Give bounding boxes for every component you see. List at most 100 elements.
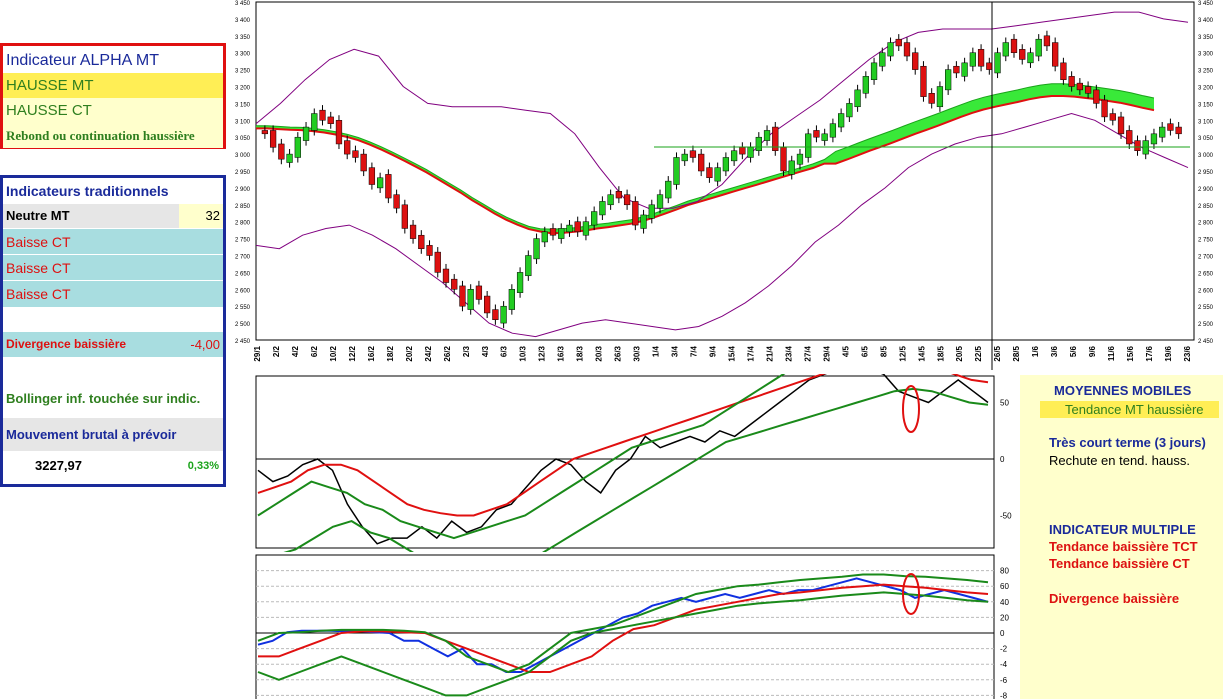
- candle-body: [838, 113, 845, 128]
- osc2-y-tick: 20: [1000, 613, 1009, 622]
- im-title: INDICATEUR MULTIPLE: [1049, 522, 1196, 537]
- mm-title: MOYENNES MOBILES: [1054, 383, 1192, 398]
- osc1-line: [257, 374, 989, 545]
- candle-body: [698, 153, 705, 172]
- price-y-tick-right: 3 300: [1198, 52, 1214, 58]
- price-y-tick-right: 2 750: [1198, 238, 1214, 244]
- price-x-tick: 12/5: [898, 345, 907, 361]
- candle-body: [681, 153, 688, 162]
- traditional-indicators-panel: Indicateurs traditionnels Neutre MT 32 B…: [0, 175, 226, 487]
- baisse-ct-3: Baisse CT: [3, 281, 223, 307]
- im-line-2: Tendance baissière CT: [1049, 556, 1190, 571]
- candle-body: [1035, 38, 1042, 57]
- price-x-tick: 21/4: [765, 345, 774, 361]
- candle-body: [862, 76, 869, 94]
- mouvement-text: Mouvement brutal à prévoir: [3, 418, 223, 451]
- price-x-tick: 23/6: [1183, 345, 1192, 361]
- price-y-tick-left: 2 850: [235, 204, 251, 210]
- im-divergence: Divergence baissière: [1049, 591, 1180, 606]
- osc2-y-tick: -4: [1000, 660, 1008, 669]
- price-y-tick-left: 2 900: [235, 187, 251, 193]
- price-y-tick-left: 3 100: [235, 119, 251, 125]
- price-x-tick: 30/3: [633, 345, 642, 361]
- candle-body: [714, 167, 721, 182]
- price-y-tick-left: 2 800: [235, 221, 251, 227]
- price-y-tick-left: 2 950: [235, 170, 251, 176]
- price-y-tick-left: 3 050: [235, 136, 251, 142]
- price-x-tick: 29/1: [253, 345, 262, 361]
- price-y-tick-right: 3 400: [1198, 18, 1214, 24]
- candle-body: [467, 289, 474, 310]
- candle-body: [1117, 116, 1125, 135]
- price-x-tick: 18/5: [936, 345, 945, 361]
- alpha-rebond: Rebond ou continuation haussière: [3, 123, 223, 148]
- price-x-tick: 1/4: [652, 345, 661, 357]
- bollinger-lower: [255, 112, 1189, 338]
- price-x-tick: 3/4: [671, 345, 680, 357]
- candle-body: [286, 153, 293, 163]
- price-x-tick: 15/6: [1126, 345, 1135, 361]
- price-x-tick: 17/4: [746, 345, 755, 361]
- commentary-panel: MOYENNES MOBILES Tendance MT haussière T…: [1020, 375, 1223, 699]
- candle-body: [599, 201, 606, 216]
- index-change: 0,33%: [187, 460, 219, 472]
- candle-body: [516, 272, 524, 293]
- candle-body: [870, 62, 878, 80]
- candle-body: [319, 109, 326, 121]
- candle-body: [788, 160, 795, 175]
- price-y-tick-left: 3 150: [235, 102, 251, 108]
- candle-body: [755, 136, 762, 151]
- price-y-tick-right: 3 150: [1198, 102, 1214, 108]
- candle-body: [607, 194, 614, 206]
- candle-body: [1019, 49, 1026, 60]
- osc2-marker-ellipse: [902, 573, 920, 615]
- price-y-tick-right: 2 450: [1198, 339, 1214, 345]
- candle-body: [747, 147, 754, 158]
- candle-body: [558, 228, 565, 239]
- candle-body: [1101, 99, 1108, 118]
- candle-body: [821, 133, 828, 141]
- price-x-tick: 6/2: [310, 345, 319, 357]
- price-x-tick: 15/4: [727, 345, 736, 361]
- candle-body: [335, 120, 343, 145]
- candle-body: [566, 224, 573, 233]
- candles: [261, 30, 1182, 329]
- bollinger-text: Bollinger inf. touchée sur indic.: [6, 391, 201, 406]
- candle-body: [484, 295, 491, 314]
- candle-body: [434, 251, 441, 273]
- price-x-tick: 6/3: [500, 345, 509, 357]
- candle-body: [1076, 82, 1083, 91]
- candle-body: [574, 221, 581, 233]
- candle-body: [772, 126, 779, 151]
- candle-body: [1068, 76, 1075, 87]
- price-x-tick: 3/6: [1050, 345, 1059, 357]
- price-y-tick-left: 2 650: [235, 271, 251, 277]
- price-x-tick: 10/2: [329, 345, 338, 361]
- candle-body: [475, 285, 483, 300]
- candle-body: [615, 191, 622, 199]
- price-x-tick: 4/3: [481, 345, 490, 357]
- alpha-title: Indicateur ALPHA MT: [6, 52, 159, 69]
- baisse-ct-2: Baisse CT: [3, 255, 223, 281]
- candle-body: [442, 268, 450, 283]
- price-x-tick: 18/2: [386, 345, 395, 361]
- candle-body: [961, 62, 968, 77]
- price-y-axis: 3 450 3 450 3 400 3 400 3 350 3 350 3 300 3 300…: [235, 1, 1214, 345]
- osc2-y-tick: -6: [1000, 676, 1008, 685]
- price-y-tick-left: 2 500: [235, 322, 251, 328]
- osc2-y-tick: 40: [1000, 598, 1009, 607]
- candle-body: [1109, 113, 1116, 121]
- price-x-tick: 28/5: [1012, 345, 1021, 361]
- candle-body: [418, 234, 425, 249]
- price-y-tick-left: 2 700: [235, 255, 251, 261]
- ma-band-fill: [256, 83, 1154, 234]
- candle-body: [1084, 86, 1092, 94]
- candle-body: [549, 228, 557, 236]
- index-value: 3227,97: [35, 458, 82, 473]
- price-y-tick-right: 2 850: [1198, 204, 1214, 210]
- candle-body: [805, 133, 812, 158]
- price-x-tick: 22/5: [974, 345, 983, 361]
- price-y-tick-right: 2 900: [1198, 187, 1214, 193]
- price-x-tick: 2/2: [272, 345, 281, 357]
- osc1-marker-ellipse: [902, 385, 920, 433]
